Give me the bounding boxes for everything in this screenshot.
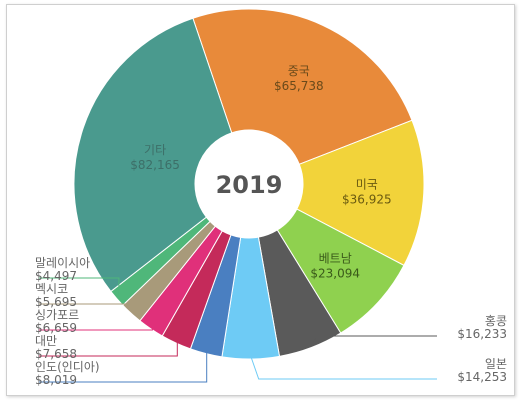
label-홍콩: 홍콩 xyxy=(485,314,507,328)
chart-title: 2019 xyxy=(216,171,283,199)
label-인도-인디아: 인도(인디아) xyxy=(35,360,100,374)
value-싱가포르: $6,659 xyxy=(35,321,77,335)
leader-대만 xyxy=(39,340,178,357)
value-일본: $14,253 xyxy=(457,370,507,384)
value-베트남: $23,094 xyxy=(310,267,360,281)
chart-frame: 중국 $65,738 미국 $36,925 베트남 $23,094 기타 $82,165 홍콩… xyxy=(6,4,515,396)
label-멕시코: 멕시코 xyxy=(35,282,68,296)
value-기타: $82,165 xyxy=(130,158,180,172)
label-일본: 일본 xyxy=(485,357,507,371)
slices xyxy=(73,8,425,360)
label-말레이시아: 말레이시아 xyxy=(35,256,90,270)
label-미국: 미국 xyxy=(356,178,378,192)
label-싱가포르: 싱가포르 xyxy=(35,308,79,322)
leader-말레이시아 xyxy=(39,277,120,297)
donut-hole xyxy=(195,130,303,238)
label-베트남: 베트남 xyxy=(319,252,352,266)
slice-기타 xyxy=(73,17,233,293)
value-미국: $36,925 xyxy=(342,193,392,207)
leader-멕시코 xyxy=(39,303,134,312)
label-중국: 중국 xyxy=(288,64,310,78)
label-기타: 기타 xyxy=(144,143,166,157)
value-홍콩: $16,233 xyxy=(457,327,507,341)
leader-홍콩 xyxy=(309,335,437,346)
value-말레이시아: $4,497 xyxy=(35,269,77,283)
label-대만: 대만 xyxy=(35,334,57,348)
value-멕시코: $5,695 xyxy=(35,295,77,309)
leader-lines xyxy=(39,277,437,383)
leader-인도-인디아 xyxy=(39,350,208,383)
inside-labels: 중국$65,738 미국$36,925 베트남$23,094 기타$82,165 xyxy=(130,64,391,281)
value-중국: $65,738 xyxy=(274,79,324,93)
leader-일본 xyxy=(250,355,437,380)
donut-chart: 중국$65,738 미국$36,925 베트남$23,094 기타$82,165 홍콩… xyxy=(35,8,507,387)
value-대만: $7,658 xyxy=(35,347,77,361)
outside-labels: 홍콩$16,233 일본$14,253 인도(인디아)$8,019 대만$7,658 싱… xyxy=(35,256,507,387)
value-인도-인디아: $8,019 xyxy=(35,373,77,387)
leader-싱가포르 xyxy=(39,326,153,331)
